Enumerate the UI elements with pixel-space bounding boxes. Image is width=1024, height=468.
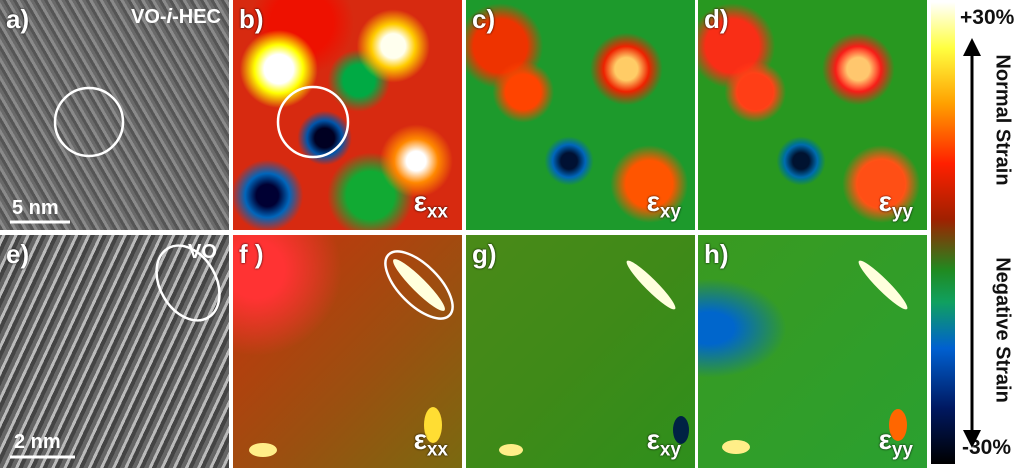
overlay [276, 85, 350, 159]
subscript: xy [659, 440, 681, 461]
negative-strain-label: Negative Strain [991, 257, 1014, 403]
panel-label: b) [239, 4, 264, 34]
strain-map: f ) εxx [233, 235, 462, 468]
normal-strain-label: Normal Strain [991, 54, 1014, 186]
colorbar [931, 2, 955, 464]
overlay [722, 260, 908, 454]
title-suffix: -HEC [172, 6, 221, 28]
strain-label: εyy [879, 424, 913, 462]
subscript: xx [426, 202, 448, 223]
overlay [249, 250, 454, 457]
panel-label: e) [6, 239, 30, 269]
arrow [963, 38, 981, 448]
panel-label: d) [704, 4, 729, 34]
annotation: VO [188, 241, 217, 263]
panel-label: a) [6, 4, 30, 34]
strain-label: εyy [879, 186, 913, 224]
strain-map: h) εyy [698, 235, 927, 468]
panel-label: h) [704, 239, 729, 269]
colorbar-max: +30% [960, 6, 1015, 29]
subscript: xy [659, 202, 681, 223]
subscript: yy [891, 440, 913, 461]
overlay [499, 260, 689, 456]
strain-label: εxx [414, 424, 448, 462]
title-prefix: VO- [130, 6, 167, 28]
panel-label: g) [472, 239, 497, 269]
symbol: ε [878, 186, 892, 218]
panel-label: f ) [239, 239, 264, 269]
symbol: ε [878, 424, 892, 456]
scale-bar-label: 2 nm [14, 431, 61, 453]
strain-map: g) εxy [466, 235, 695, 468]
panel-label: c) [472, 4, 496, 34]
symbol: ε [413, 186, 427, 218]
strain-map: d) εyy [698, 0, 927, 230]
scale-bar-label: 5 nm [12, 197, 59, 219]
symbol: ε [413, 424, 427, 456]
subscript: yy [891, 202, 913, 223]
strain-label: εxy [647, 424, 681, 462]
strain-label: εxx [414, 186, 448, 224]
subscript: xx [426, 440, 448, 461]
title-italic: i [166, 6, 173, 28]
symbol: ε [646, 186, 660, 218]
strain-map: c) εxy [466, 0, 695, 230]
strain-label: εxy [647, 186, 681, 224]
tem-panel: e) VO 2 nm [0, 235, 229, 468]
overlay [10, 86, 125, 224]
panel-title: VO-i-HEC [131, 6, 221, 29]
overlay [10, 244, 221, 459]
symbol: ε [646, 424, 660, 456]
tem-panel: a) VO-i-HEC 5 nm [0, 0, 229, 230]
strain-map: b) εxx [233, 0, 462, 230]
